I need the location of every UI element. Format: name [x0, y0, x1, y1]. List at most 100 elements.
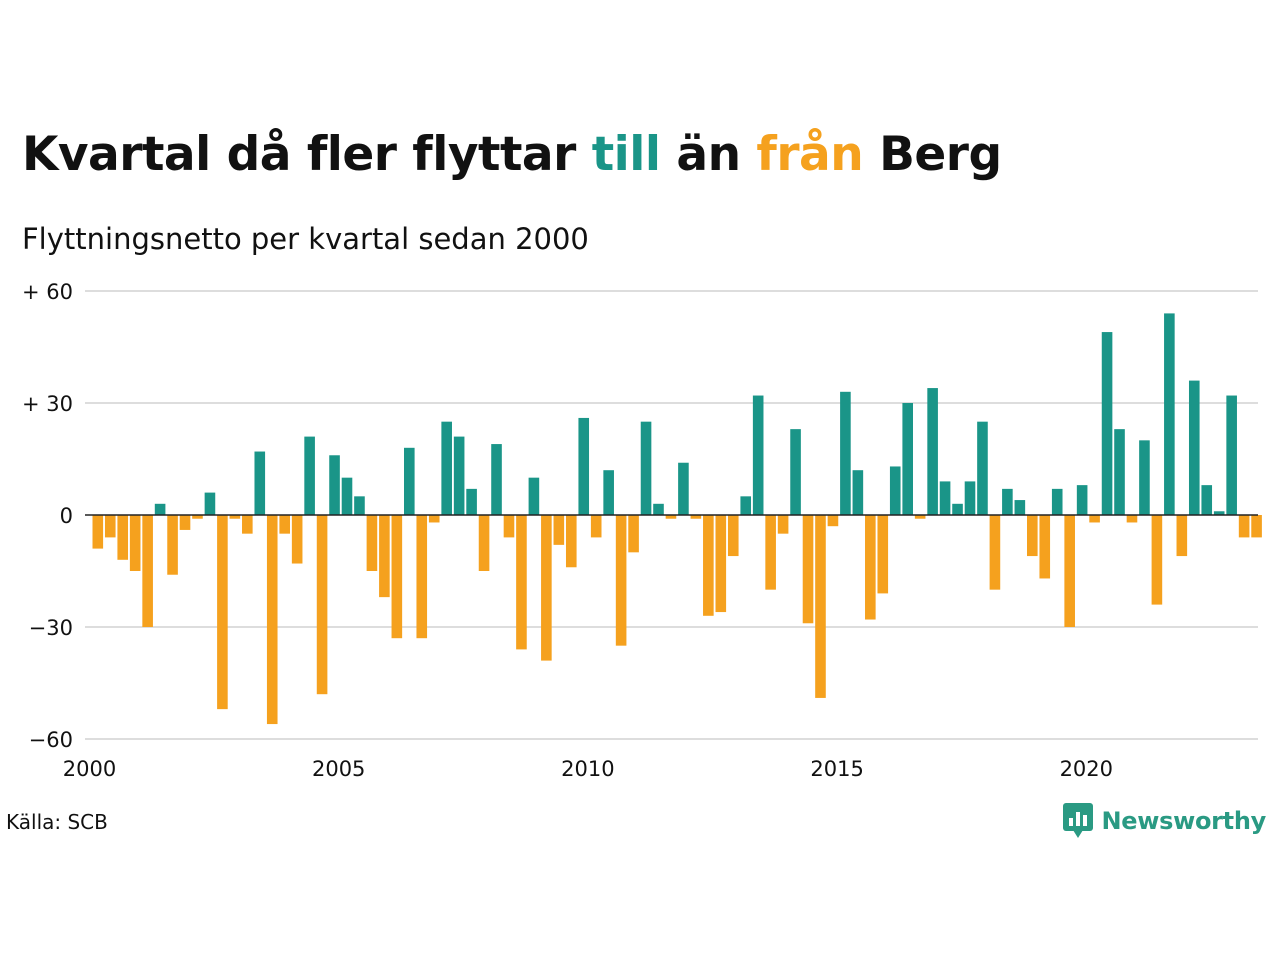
bar-2001K4: [179, 515, 191, 530]
bar-2020K4: [1126, 515, 1138, 523]
bar-2014K1: [790, 429, 801, 515]
bar-2000K2: [104, 515, 116, 538]
brand-name: Newsworthy: [1101, 807, 1266, 835]
y-tick-label: −30: [29, 616, 73, 640]
bar-2003K3: [266, 515, 278, 725]
bar-2001K2: [154, 503, 166, 515]
bar-2014K2: [802, 515, 814, 624]
bar-2000K4: [129, 515, 141, 571]
bar-2012K2: [703, 515, 714, 616]
chart-title: Kvartal då fler flyttar till än från Ber…: [22, 127, 1002, 182]
chart-subtitle: Flyttningsnetto per kvartal sedan 2000: [22, 222, 589, 256]
x-tick-label: 2010: [561, 757, 614, 781]
bar-2018K3: [1014, 500, 1026, 515]
bar-2004K1: [291, 515, 303, 564]
bar-2021K3: [1164, 313, 1175, 515]
bar-2017K1: [939, 481, 951, 515]
bar-2001K1: [142, 515, 153, 627]
bar-2013K1: [740, 496, 752, 515]
bar-2011K2: [653, 503, 664, 515]
bar-2015K3: [865, 515, 876, 620]
y-axis-ticks: + 60 + 30 0 −30 −60: [22, 280, 73, 752]
bar-2015K4: [877, 515, 889, 594]
bar-2021K2: [1151, 515, 1163, 605]
bar-2009K2: [553, 515, 565, 545]
title-word-fran: från: [756, 127, 864, 182]
bar-2019K1: [1039, 515, 1051, 579]
bar-2016K3: [914, 515, 926, 519]
x-tick-label: 2015: [810, 757, 863, 781]
bar-2003K1: [242, 515, 253, 534]
bar-2014K4: [827, 515, 839, 527]
bar-2020K1: [1089, 515, 1100, 523]
y-tick-label: −60: [29, 728, 73, 752]
bar-2003K2: [254, 451, 266, 515]
bar-2012K1: [690, 515, 702, 519]
bar-2006K3: [416, 515, 428, 639]
bar-2016K2: [902, 403, 913, 515]
bar-2018K1: [989, 515, 1001, 590]
bar-2017K3: [964, 481, 976, 515]
bar-2006K2: [404, 447, 415, 515]
bar-2011K4: [678, 462, 689, 515]
bar-2019K4: [1076, 485, 1088, 515]
title-part-2: än: [660, 127, 757, 182]
bar-2016K1: [889, 466, 901, 515]
bar-2002K4: [229, 515, 241, 519]
y-tick-label: + 30: [22, 392, 73, 416]
bar-2010K4: [628, 515, 639, 553]
bar-2021K1: [1139, 440, 1150, 515]
bar-2013K4: [777, 515, 789, 534]
bar-2018K2: [1002, 488, 1013, 515]
bar-2006K4: [428, 515, 440, 523]
source-note: Källa: SCB: [6, 810, 108, 834]
bar-2000K1: [92, 515, 104, 549]
bar-2014K3: [815, 515, 826, 698]
bar-2002K1: [192, 515, 203, 519]
bar-2016K4: [927, 388, 938, 515]
bar-2004K2: [304, 436, 315, 515]
bar-2009K3: [565, 515, 577, 568]
bar-2010K1: [590, 515, 602, 538]
bar-2005K3: [366, 515, 378, 571]
bar-2008K1: [491, 444, 502, 515]
bar-2007K1: [441, 421, 452, 515]
title-word-till: till: [591, 127, 661, 182]
bar-2012K3: [715, 515, 727, 613]
bar-2003K4: [279, 515, 290, 534]
bar-2006K1: [391, 515, 403, 639]
newsworthy-logo: Newsworthy: [1063, 803, 1266, 839]
bar-2013K3: [765, 515, 776, 590]
bar-2007K2: [453, 436, 465, 515]
bar-2005K4: [379, 515, 390, 598]
bar-2005K2: [354, 496, 365, 515]
bar-2023K1: [1238, 515, 1250, 538]
bar-2008K2: [503, 515, 515, 538]
bar-2007K3: [466, 488, 477, 515]
bar-2020K2: [1101, 332, 1113, 515]
x-axis-ticks: 2000 2005 2010 2015 2020: [63, 757, 1113, 781]
bar-2019K2: [1051, 488, 1063, 515]
bar-2007K4: [478, 515, 490, 571]
bars: [92, 313, 1262, 725]
title-part-3: Berg: [863, 127, 1002, 182]
bar-2009K1: [541, 515, 552, 661]
bar-2010K2: [603, 470, 614, 515]
bar-2017K2: [952, 503, 963, 515]
y-tick-label: 0: [60, 504, 73, 528]
bar-2023K2: [1251, 515, 1262, 538]
bar-2015K2: [852, 470, 864, 515]
bar-2009K4: [578, 417, 590, 515]
bar-2017K4: [977, 421, 988, 515]
newsworthy-chart-bubble-icon: [1063, 803, 1094, 839]
x-tick-label: 2000: [63, 757, 116, 781]
bar-2002K3: [217, 515, 228, 710]
bar-2022K1: [1188, 380, 1200, 515]
bar-2018K4: [1027, 515, 1038, 557]
bar-2000K3: [117, 515, 129, 560]
y-tick-label: + 60: [22, 280, 73, 304]
title-part-1: Kvartal då fler flyttar: [22, 127, 592, 182]
bar-2022K4: [1226, 395, 1237, 515]
bar-2002K2: [204, 492, 216, 515]
